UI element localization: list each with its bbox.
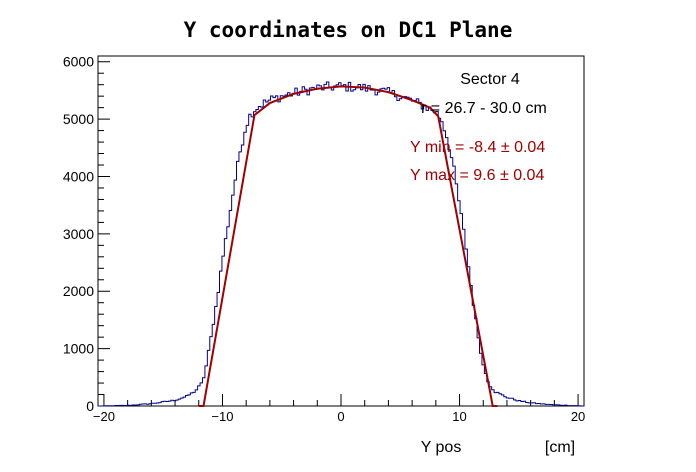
x-tick-label: −20 [93,409,115,424]
y-tick-label: 0 [86,398,94,414]
chart-title: Y coordinates on DC1 Plane [184,18,513,42]
x-axis: −20 −10 0 10 20 [93,394,585,424]
x-axis-unit: [cm] [545,439,575,456]
x-tick-label: 10 [452,409,466,424]
x-tick-label: 0 [337,409,344,424]
y-tick-label: 6000 [63,54,94,70]
y-tick-label: 3000 [63,226,94,242]
y-tick-label: 5000 [63,111,94,127]
x-tick-label: 20 [571,409,585,424]
y-min-label: Y min = -8.4 ± 0.04 [410,139,545,156]
sector-label: Sector 4 [460,71,520,88]
x-axis-label: Y pos [421,439,462,456]
radius-range-label: r = 26.7 - 30.0 cm [421,100,547,117]
y-tick-label: 4000 [63,168,94,184]
x-tick-label: −10 [211,409,233,424]
y-tick-label: 2000 [63,283,94,299]
y-axis: 0 1000 2000 3000 4000 5000 6000 [63,54,110,414]
y-tick-label: 1000 [63,341,94,357]
fit-curve [198,85,498,407]
y-max-label: Y max = 9.6 ± 0.04 [410,167,544,184]
